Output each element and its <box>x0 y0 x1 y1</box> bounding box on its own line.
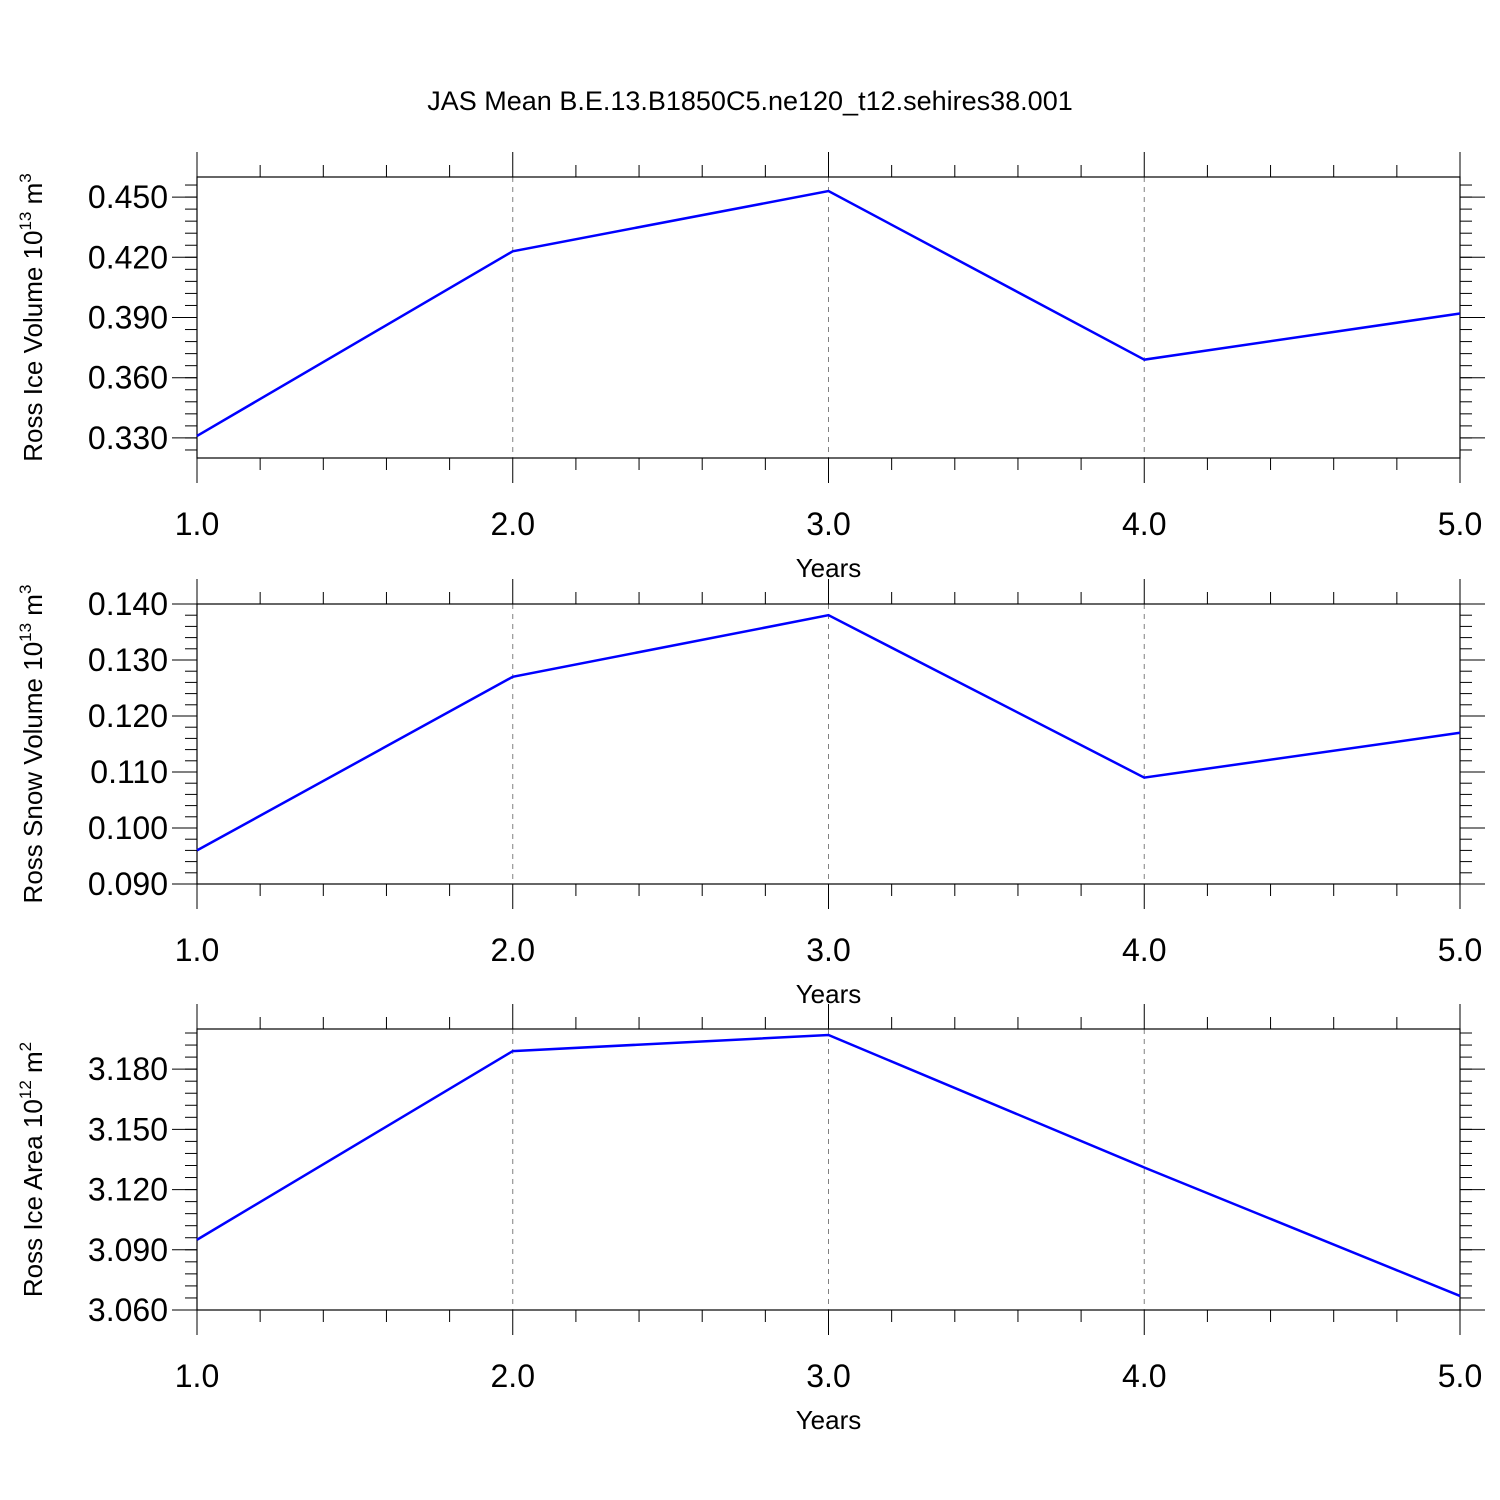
x-tick-label: 4.0 <box>1122 506 1166 542</box>
x-tick-label: 1.0 <box>175 1358 219 1394</box>
x-tick-label: 2.0 <box>491 932 535 968</box>
x-tick-label: 5.0 <box>1438 506 1482 542</box>
y-tick-label: 0.450 <box>88 179 168 215</box>
y-tick-label: 3.120 <box>88 1172 168 1208</box>
y-tick-label: 3.180 <box>88 1051 168 1087</box>
y-tick-label: 0.140 <box>88 586 168 622</box>
y-axis-label: Ross Ice Area 1012 m2 <box>16 1042 48 1297</box>
y-axis-label: Ross Snow Volume 1013 m3 <box>16 585 48 904</box>
series-line <box>196 1033 1461 1298</box>
y-tick-label: 0.130 <box>88 642 168 678</box>
y-tick-label: 0.390 <box>88 300 168 336</box>
x-axis-label: Years <box>796 553 862 583</box>
x-tick-label: 5.0 <box>1438 932 1482 968</box>
x-tick-label: 5.0 <box>1438 1358 1482 1394</box>
y-tick-label: 3.060 <box>88 1292 168 1328</box>
y-tick-label: 0.330 <box>88 420 168 456</box>
series-line <box>196 613 1461 852</box>
series-line <box>196 189 1461 438</box>
y-tick-label: 0.100 <box>88 810 168 846</box>
x-tick-label: 2.0 <box>491 506 535 542</box>
y-tick-label: 0.110 <box>90 754 168 790</box>
x-tick-label: 4.0 <box>1122 932 1166 968</box>
y-tick-label: 0.090 <box>88 866 168 902</box>
x-tick-label: 1.0 <box>175 932 219 968</box>
y-tick-label: 3.090 <box>88 1232 168 1268</box>
x-tick-label: 2.0 <box>491 1358 535 1394</box>
x-tick-label: 3.0 <box>806 932 850 968</box>
y-tick-label: 3.150 <box>88 1111 168 1147</box>
x-axis-label: Years <box>796 1405 862 1435</box>
y-axis-label: Ross Ice Volume 1013 m3 <box>16 173 48 462</box>
x-tick-label: 3.0 <box>806 1358 850 1394</box>
x-tick-label: 4.0 <box>1122 1358 1166 1394</box>
y-tick-label: 0.360 <box>88 360 168 396</box>
x-tick-label: 3.0 <box>806 506 850 542</box>
y-tick-label: 0.420 <box>88 239 168 275</box>
page-title: JAS Mean B.E.13.B1850C5.ne120_t12.sehire… <box>427 86 1073 116</box>
y-tick-label: 0.120 <box>88 698 168 734</box>
x-tick-label: 1.0 <box>175 506 219 542</box>
